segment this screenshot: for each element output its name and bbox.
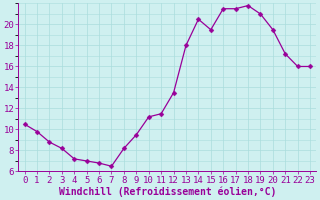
X-axis label: Windchill (Refroidissement éolien,°C): Windchill (Refroidissement éolien,°C) (59, 186, 276, 197)
